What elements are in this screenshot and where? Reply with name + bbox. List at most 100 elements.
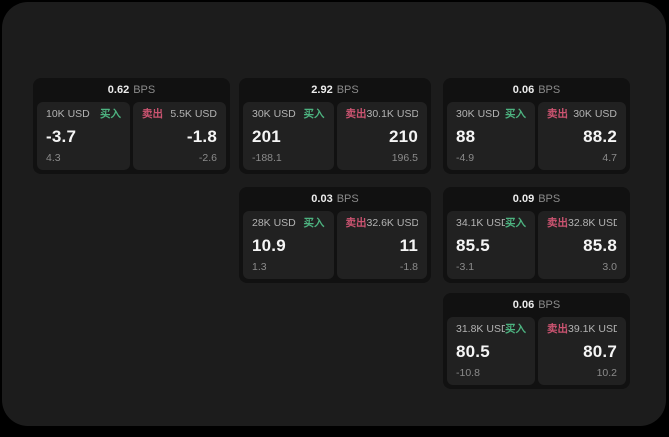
quote-panels: 10K USD 买入 -3.7 4.3 卖出 5.5K USD -1.8 -2.… — [37, 102, 226, 170]
bps-unit-label: BPS — [133, 83, 156, 96]
sell-side-label: 卖出 — [547, 108, 568, 120]
buy-price: 80.5 — [456, 341, 490, 361]
spread-header: 0.06 BPS — [447, 293, 626, 317]
sell-top-row: 卖出 32.8K USD — [547, 218, 617, 229]
sell-side-label: 卖出 — [345, 108, 367, 120]
sell-change: -1.8 — [399, 260, 418, 273]
quote-card: 0.62 BPS 10K USD 买入 -3.7 4.3 卖出 5.5K USD… — [33, 78, 230, 174]
sell-top-row: 卖出 30.1K USD — [346, 109, 419, 120]
buy-price: 88 — [456, 126, 476, 146]
bps-value: 0.62 — [107, 83, 130, 96]
buy-amount: 34.1K USD — [456, 218, 505, 229]
buy-price: 201 — [252, 126, 281, 146]
buy-price: -3.7 — [46, 126, 77, 146]
buy-price: 85.5 — [456, 235, 490, 255]
sell-panel[interactable]: 卖出 30K USD 88.2 4.7 — [538, 102, 626, 170]
sell-amount: 5.5K USD — [170, 109, 217, 120]
sell-panel[interactable]: 卖出 39.1K USD 80.7 10.2 — [538, 317, 626, 385]
quote-card: 0.06 BPS 30K USD 买入 88 -4.9 卖出 30K USD 8… — [443, 78, 630, 174]
sell-price: 80.7 — [583, 341, 617, 361]
sell-top-row: 卖出 30K USD — [547, 109, 617, 120]
sell-top-row: 卖出 39.1K USD — [547, 324, 617, 335]
sell-side-label: 卖出 — [547, 323, 568, 335]
buy-side-label: 买入 — [505, 323, 526, 335]
sell-change: 3.0 — [602, 260, 617, 273]
sell-change: -2.6 — [198, 151, 217, 164]
quote-panels: 28K USD 买入 10.9 1.3 卖出 32.6K USD 11 -1.8 — [243, 211, 427, 279]
bps-unit-label: BPS — [538, 298, 561, 311]
spread-header: 0.09 BPS — [447, 187, 626, 211]
sell-change: 196.5 — [391, 151, 418, 164]
buy-side-label: 买入 — [505, 108, 526, 120]
quote-card: 0.06 BPS 31.8K USD 买入 80.5 -10.8 卖出 39.1… — [443, 293, 630, 389]
quote-card: 0.03 BPS 28K USD 买入 10.9 1.3 卖出 32.6K US… — [239, 187, 431, 283]
bps-value: 0.06 — [512, 298, 535, 311]
bps-unit-label: BPS — [538, 192, 561, 205]
sell-amount: 32.8K USD — [568, 218, 617, 229]
buy-change: 4.3 — [46, 151, 61, 164]
buy-panel[interactable]: 34.1K USD 买入 85.5 -3.1 — [447, 211, 535, 279]
sell-price: -1.8 — [186, 126, 217, 146]
sell-side-label: 卖出 — [142, 108, 163, 120]
buy-change: -3.1 — [456, 260, 475, 273]
spread-header: 2.92 BPS — [243, 78, 427, 102]
sell-panel[interactable]: 卖出 32.8K USD 85.8 3.0 — [538, 211, 626, 279]
buy-panel[interactable]: 31.8K USD 买入 80.5 -10.8 — [447, 317, 535, 385]
bps-value: 0.03 — [311, 192, 333, 205]
buy-top-row: 10K USD 买入 — [46, 109, 121, 120]
sell-side-label: 卖出 — [345, 217, 367, 229]
quote-card: 0.09 BPS 34.1K USD 买入 85.5 -3.1 卖出 32.8K… — [443, 187, 630, 283]
sell-price: 88.2 — [583, 126, 617, 146]
sell-panel[interactable]: 卖出 30.1K USD 210 196.5 — [336, 102, 427, 170]
sell-amount: 30.1K USD — [366, 109, 419, 120]
bps-unit-label: BPS — [336, 192, 359, 205]
quote-panels: 30K USD 买入 88 -4.9 卖出 30K USD 88.2 4.7 — [447, 102, 626, 170]
buy-top-row: 34.1K USD 买入 — [456, 218, 526, 229]
buy-panel[interactable]: 10K USD 买入 -3.7 4.3 — [37, 102, 130, 170]
bps-value: 2.92 — [311, 83, 333, 96]
sell-side-label: 卖出 — [547, 217, 568, 229]
quote-panels: 31.8K USD 买入 80.5 -10.8 卖出 39.1K USD 80.… — [447, 317, 626, 385]
buy-change: -4.9 — [456, 151, 475, 164]
quote-card: 2.92 BPS 30K USD 买入 201 -188.1 卖出 30.1K … — [239, 78, 431, 174]
sell-change: 4.7 — [602, 151, 617, 164]
buy-change: -10.8 — [456, 366, 480, 379]
buy-top-row: 30K USD 买入 — [456, 109, 526, 120]
buy-top-row: 28K USD 买入 — [252, 218, 325, 229]
buy-panel[interactable]: 30K USD 买入 88 -4.9 — [447, 102, 535, 170]
buy-side-label: 买入 — [505, 217, 526, 229]
buy-amount: 28K USD — [252, 218, 296, 229]
sell-price: 11 — [399, 235, 418, 255]
sell-change: 10.2 — [596, 366, 617, 379]
sell-panel[interactable]: 卖出 32.6K USD 11 -1.8 — [336, 211, 427, 279]
bps-unit-label: BPS — [538, 83, 561, 96]
bps-value: 0.06 — [512, 83, 535, 96]
buy-top-row: 30K USD 买入 — [252, 109, 325, 120]
sell-top-row: 卖出 32.6K USD — [346, 218, 419, 229]
sell-amount: 39.1K USD — [568, 324, 617, 335]
bps-unit-label: BPS — [336, 83, 359, 96]
buy-panel[interactable]: 28K USD 买入 10.9 1.3 — [243, 211, 334, 279]
sell-price: 85.8 — [583, 235, 617, 255]
buy-amount: 30K USD — [456, 109, 500, 120]
sell-panel[interactable]: 卖出 5.5K USD -1.8 -2.6 — [133, 102, 226, 170]
buy-top-row: 31.8K USD 买入 — [456, 324, 526, 335]
buy-change: -188.1 — [252, 151, 282, 164]
buy-amount: 30K USD — [252, 109, 296, 120]
buy-amount: 31.8K USD — [456, 324, 505, 335]
buy-amount: 10K USD — [46, 109, 90, 120]
spread-header: 0.62 BPS — [37, 78, 226, 102]
spread-header: 0.06 BPS — [447, 78, 626, 102]
sell-top-row: 卖出 5.5K USD — [142, 109, 217, 120]
buy-price: 10.9 — [252, 235, 286, 255]
buy-change: 1.3 — [252, 260, 267, 273]
buy-side-label: 买入 — [100, 108, 121, 120]
sell-price: 210 — [389, 126, 418, 146]
quote-panels: 30K USD 买入 201 -188.1 卖出 30.1K USD 210 1… — [243, 102, 427, 170]
buy-panel[interactable]: 30K USD 买入 201 -188.1 — [243, 102, 334, 170]
quote-panels: 34.1K USD 买入 85.5 -3.1 卖出 32.8K USD 85.8… — [447, 211, 626, 279]
spread-header: 0.03 BPS — [243, 187, 427, 211]
sell-amount: 32.6K USD — [366, 218, 419, 229]
sell-amount: 30K USD — [573, 109, 617, 120]
